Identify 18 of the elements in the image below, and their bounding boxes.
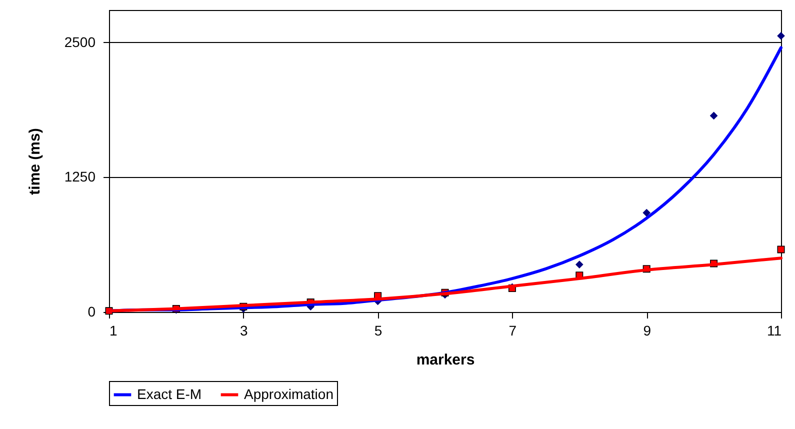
x-tick-label: 9 [643,322,652,338]
x-axis-title: markers [416,352,475,368]
x-tick-label: 1 [110,322,118,338]
x-tick-label: 3 [240,322,248,338]
point [576,260,584,268]
x-tick-label: 7 [508,322,517,338]
y-tick-label: 0 [88,304,96,320]
y-tick-label: 2500 [64,34,96,50]
y-axis-title: time (ms) [26,128,44,195]
y-tick-label: 1250 [64,168,96,185]
point [710,112,718,120]
point [777,32,785,40]
x-tick-label: 5 [374,322,382,338]
x-tick-label: 11 [766,322,782,338]
point [777,246,785,254]
legend-label: Approximation [244,386,334,402]
point [642,209,650,217]
legend-label: Exact E-M [137,386,202,402]
